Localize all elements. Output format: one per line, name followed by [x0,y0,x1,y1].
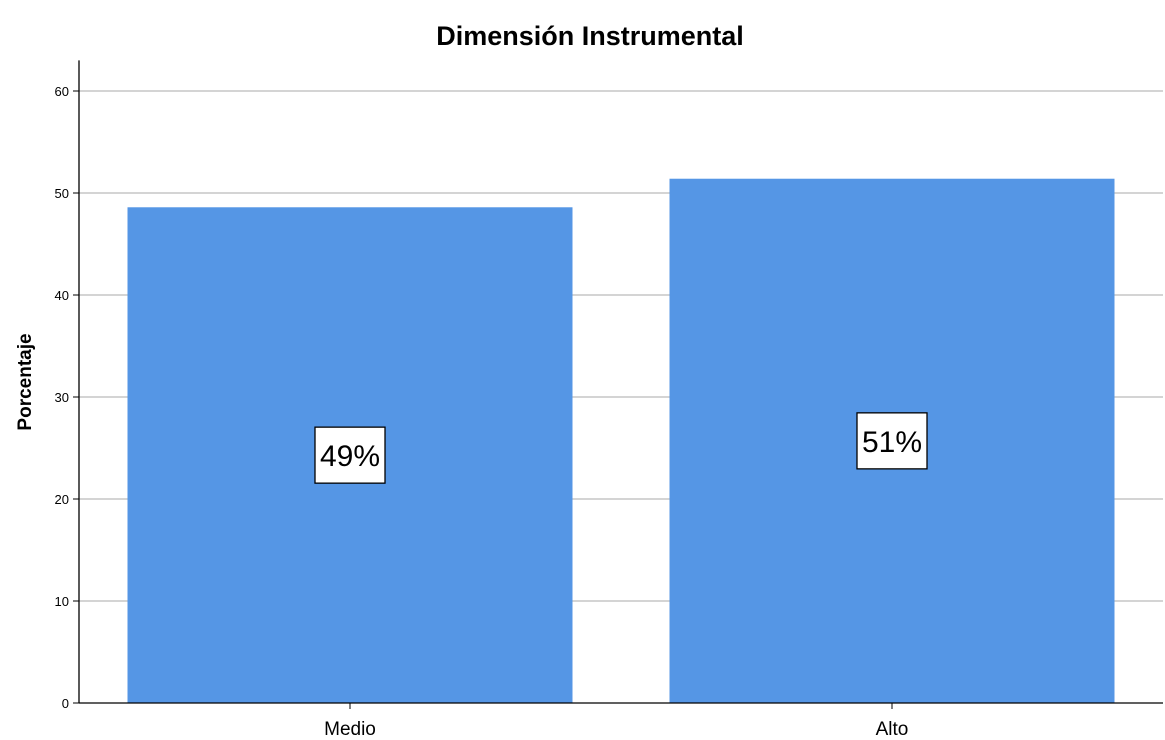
x-tick-labels: Medio Alto [324,719,908,740]
y-tick-label: 30 [55,390,69,405]
data-labels: 49% 51% [314,412,928,484]
y-tick-label: 60 [55,84,69,99]
y-tick-label: 40 [55,288,69,303]
axes [73,60,1163,709]
bars [127,178,1115,704]
y-tick-label: 20 [55,492,69,507]
x-tick-label: Medio [324,719,376,740]
data-label-text: 49% [320,440,380,473]
y-tick-label: 10 [55,594,69,609]
chart-title: Dimensión Instrumental [436,21,744,51]
y-tick-label: 0 [62,696,69,711]
data-label-text: 51% [862,426,922,459]
data-label-box [314,426,386,484]
data-label-box [856,412,928,470]
data-label: 51% [856,412,928,470]
x-tick-label: Alto [876,719,909,740]
y-tick-label: 50 [55,186,69,201]
y-axis-label: Porcentaje [15,333,36,430]
y-tick-labels: 0 10 20 30 40 50 60 [55,84,69,711]
data-label: 49% [314,426,386,484]
